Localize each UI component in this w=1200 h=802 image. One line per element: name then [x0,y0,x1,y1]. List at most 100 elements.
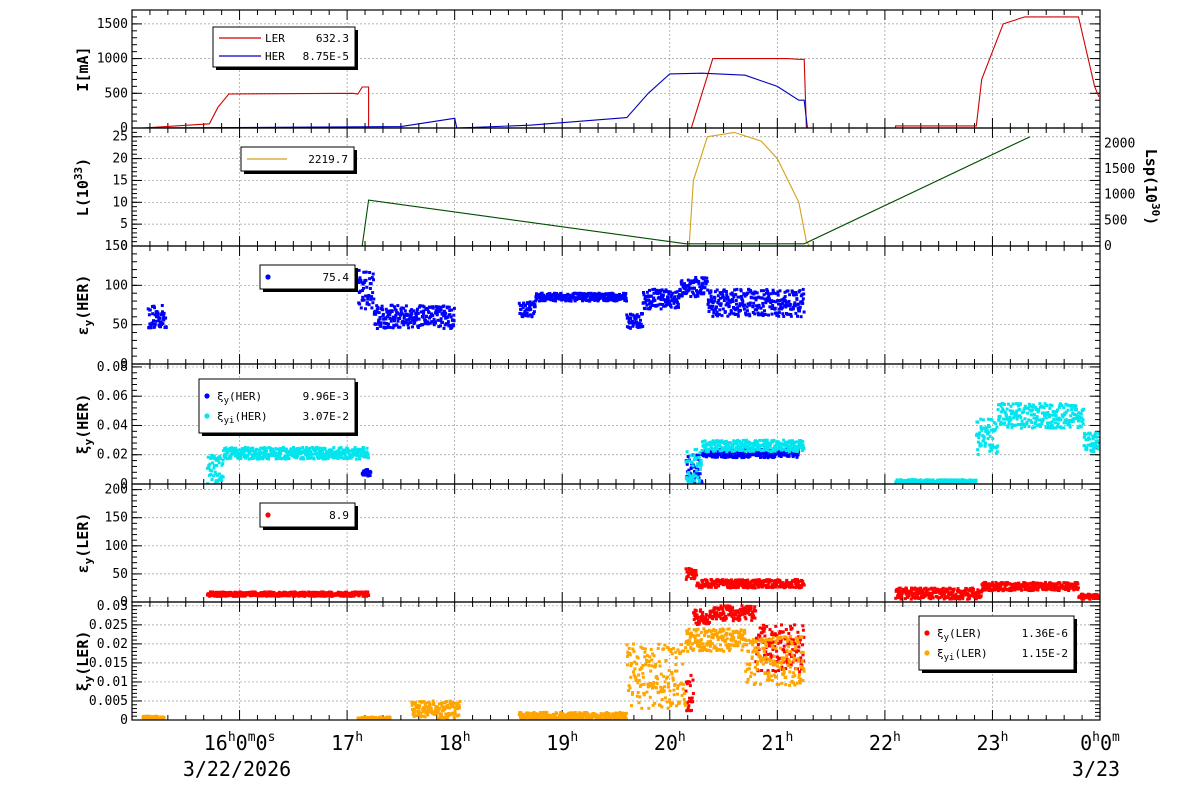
data-point [222,476,225,479]
data-point [734,614,737,617]
data-point [284,458,287,461]
data-point [584,292,587,295]
y-tick-label: 100 [105,539,128,554]
data-point [265,450,268,453]
data-point [369,287,372,290]
data-point [735,299,738,302]
data-point [704,616,707,619]
data-point [208,463,211,466]
data-point [1018,408,1021,411]
data-point [710,298,713,301]
data-point [802,288,805,291]
legend-series-name: LER [265,32,285,45]
data-point [369,298,372,301]
data-point [762,305,765,308]
data-point [770,579,773,582]
data-point [942,587,945,590]
data-point [798,289,801,292]
data-point [1076,582,1079,585]
data-point [690,709,693,712]
data-point [218,461,221,464]
data-point [431,314,434,317]
y-axis-label: I[mA] [74,46,92,91]
data-point [721,608,724,611]
data-point [637,315,640,318]
data-point [687,455,690,458]
data-point [447,320,450,323]
data-point [367,594,370,597]
data-point [989,435,992,438]
data-point [1075,408,1078,411]
panel-data [206,567,1100,601]
data-point [453,307,456,310]
data-point [765,625,768,628]
data-point [709,289,712,292]
data-point [762,624,765,627]
data-point [1042,418,1045,421]
data-point [311,453,314,456]
data-point [743,308,746,311]
data-point [380,321,383,324]
data-point [764,313,767,316]
data-point [164,316,167,319]
data-point [450,316,453,319]
y-axis-label: ξy(HER) [74,394,95,455]
data-point [791,441,794,444]
data-point [1005,413,1008,416]
data-point [158,317,161,320]
data-point [379,317,382,320]
y-tick-label: 150 [105,511,128,526]
data-point [1019,416,1022,419]
data-point [802,629,805,632]
data-point [755,637,758,640]
data-point [285,448,288,451]
data-point [1080,413,1083,416]
data-point [239,457,242,460]
data-point [1003,403,1006,406]
data-point [690,674,693,677]
data-point [705,613,708,616]
data-point [695,609,698,612]
panel-frame [132,246,1100,364]
data-point [757,643,760,646]
data-point [700,459,703,462]
data-point [324,447,327,450]
y-axis-label: εy(HER) [74,275,95,336]
data-point [694,276,697,279]
data-point [774,307,777,310]
data-point [766,653,769,656]
data-point [996,450,999,453]
data-point [1006,408,1009,411]
data-point [1096,435,1099,438]
data-point [983,436,986,439]
data-point [1069,426,1072,429]
data-point [1016,418,1019,421]
panel-6: 00.0050.010.0150.020.0250.03ξy(LER)ξy(LE… [74,599,1100,728]
data-point [368,277,371,280]
data-point [772,669,775,672]
data-point [768,645,771,648]
data-point [581,299,584,302]
data-point [751,305,754,308]
data-point [692,692,695,695]
data-point [801,580,804,583]
data-point [729,301,732,304]
data-point [443,327,446,330]
legend-swatch [265,512,270,517]
data-point [700,463,703,466]
y-tick-label: 0.04 [97,418,128,433]
data-point [1067,409,1070,412]
data-point [691,700,694,703]
data-point [1054,421,1057,424]
data-point [641,325,644,328]
data-point [995,426,998,429]
data-point [645,299,648,302]
data-point [775,650,778,653]
data-point [1022,410,1025,413]
data-point [735,288,738,291]
data-point [737,315,740,318]
data-point [705,277,708,280]
